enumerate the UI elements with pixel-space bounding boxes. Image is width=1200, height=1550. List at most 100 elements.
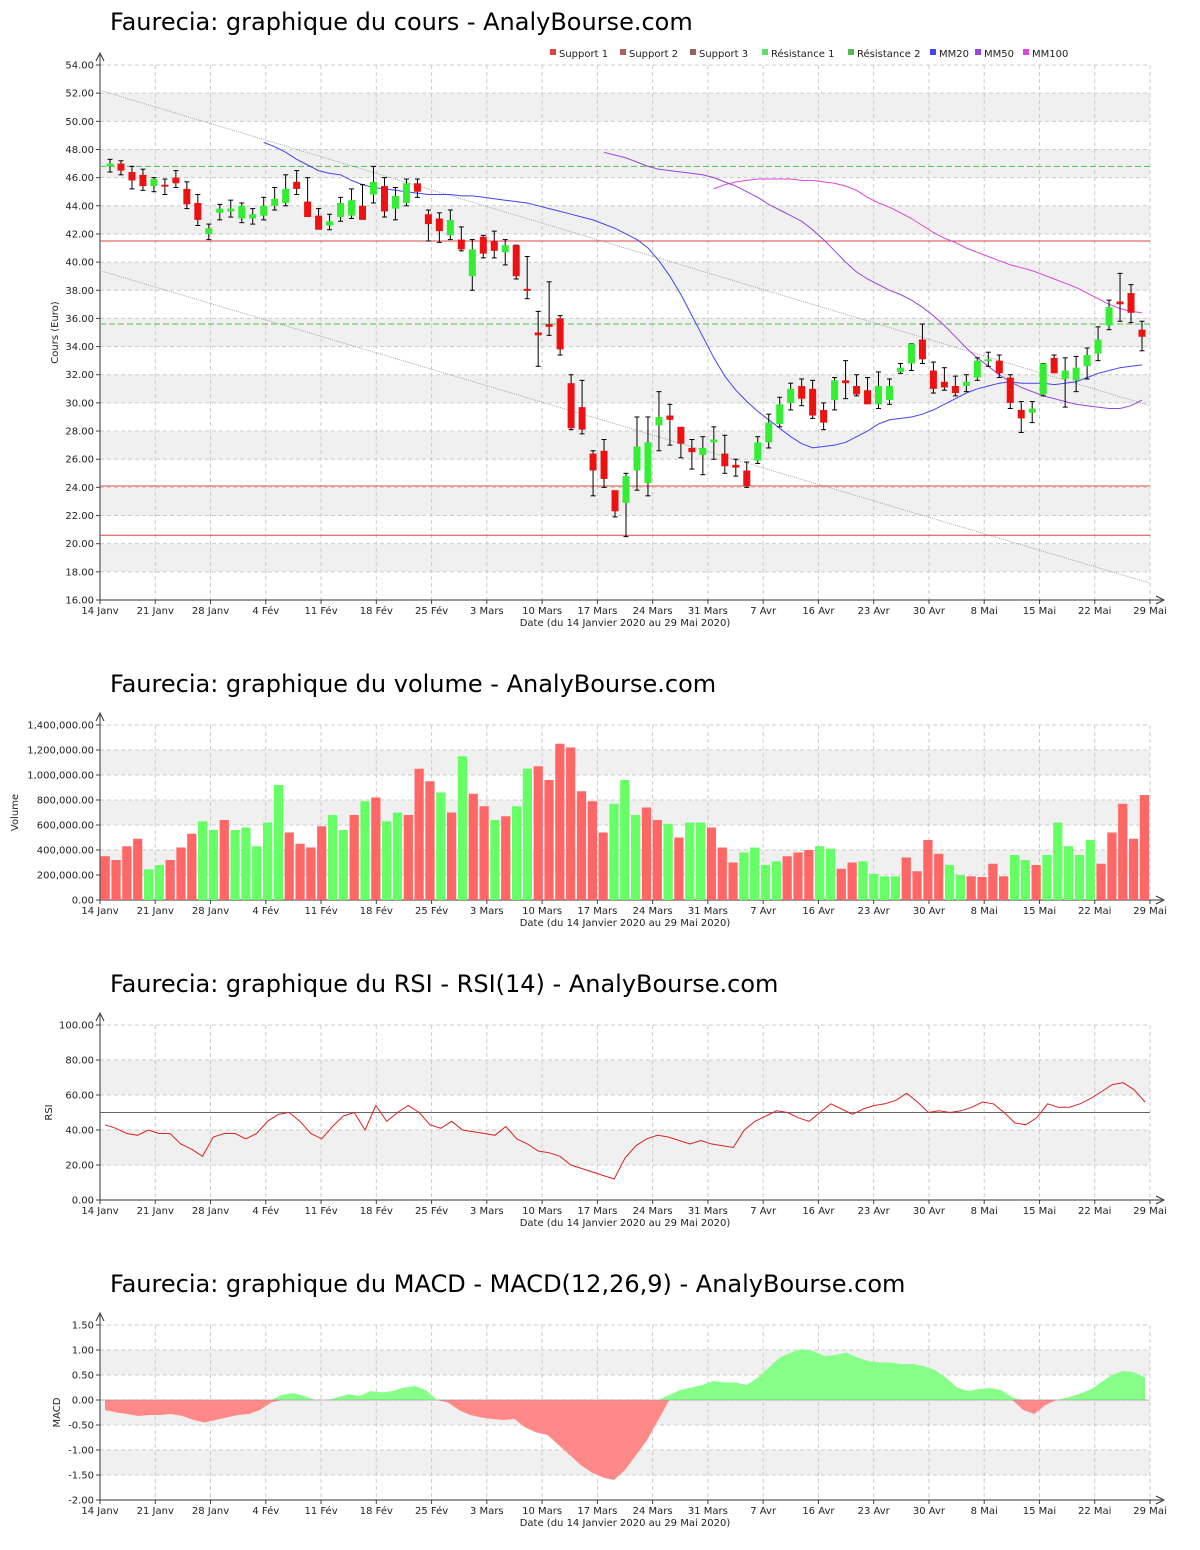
candle-body [369,181,377,195]
macd-negative-area [105,1400,1145,1480]
candle-body [413,183,421,192]
y-tick-label: 40.00 [65,258,94,269]
volume-bar [750,847,760,900]
x-tick-label: 21 Janv [137,906,174,917]
volume-bar [382,821,392,900]
candle-body [1094,339,1102,354]
volume-bar [977,876,987,900]
x-tick-label: 30 Avr [913,606,946,617]
candle-body [1061,370,1069,379]
candle-body [238,205,246,219]
volume-bar [327,815,338,900]
x-axis-arrow [1155,595,1166,605]
x-tick-label: 15 Mai [1023,606,1056,617]
volume-bar [869,873,879,900]
x-tick-label: 28 Janv [192,906,229,917]
volume-bar [490,820,500,900]
x-tick-label: 3 Mars [470,1506,504,1517]
x-tick-label: 7 Avr [750,1206,777,1217]
volume-bar [576,791,587,900]
y-tick-label: 600,000.00 [37,821,94,832]
legend-entry: MM20 [939,49,969,60]
x-tick-label: 29 Mai [1133,1506,1166,1517]
candle-body [348,200,356,216]
candle-body [315,215,323,230]
volume-bar [317,826,327,900]
legend-entry: Résistance 2 [857,48,920,60]
x-tick-label: 4 Fév [252,905,279,917]
volume-bar [338,830,348,900]
x-tick-label: 23 Avr [858,906,891,917]
candle-body [249,214,257,219]
x-tick-label: 24 Mars [633,906,673,917]
volume-bar [641,807,652,900]
candle-body [655,416,663,426]
volume-bar [360,801,370,900]
x-tick-label: 21 Janv [137,606,174,617]
y-tick-label: 48.00 [65,145,94,156]
x-axis-label: Date (du 14 Janvier 2020 au 29 Mai 2020) [520,1518,731,1529]
volume-bar [403,815,413,900]
y-tick-label: 32.00 [65,370,94,381]
x-axis-arrow [1155,895,1166,905]
y-tick-label: 18.00 [65,567,94,578]
volume-bar [533,766,543,900]
y-axis-label: Cours (Euro) [50,301,61,364]
volume-bar [100,856,110,900]
volume-bar [154,865,164,900]
x-tick-label: 11 Fév [304,1505,337,1517]
volume-bar [566,747,576,900]
volume-bar [717,847,727,900]
rsi-chart: 0.00 20.00 40.00 60.00 80.00 100.00 14 Janv 21 … [44,1011,1167,1229]
volume-bar [999,876,1009,900]
volume-bar [1053,822,1063,900]
volume-bar [1139,795,1149,900]
y-tick-label: 28.00 [65,427,94,438]
x-tick-label: 14 Janv [81,1506,118,1517]
volume-bar [252,846,262,900]
x-tick-label: 11 Fév [304,1205,337,1217]
volume-bar [923,840,933,900]
x-tick-label: 17 Mars [577,606,617,617]
candle-body [1072,367,1080,381]
x-tick-label: 30 Avr [913,1506,946,1517]
volume-bar [165,860,175,900]
candle-body [984,359,992,362]
volume-bar [706,827,717,900]
x-axis-label: Date (du 14 Janvier 2020 au 29 Mai 2020) [520,618,731,629]
x-tick-label: 21 Janv [137,1506,174,1517]
candle-body [754,442,762,461]
x-tick-label: 8 Mai [971,1506,998,1517]
volume-bar [306,847,316,900]
y-tick-label: 34.00 [65,342,94,353]
volume-bar [620,780,630,900]
volume-bar [468,793,478,900]
channel-upper [99,89,1151,407]
x-tick-label: 22 Mai [1078,906,1111,917]
candle-body [128,172,136,181]
volume-bar [511,806,522,900]
x-axis-arrow [1155,1495,1166,1505]
y-tick-label: 24.00 [65,483,94,494]
grid-band [100,1130,1150,1165]
candle-body [820,409,828,423]
volume-bar [879,876,890,900]
x-tick-label: 29 Mai [1133,606,1166,617]
x-tick-label: 15 Mai [1023,906,1056,917]
candle-body [721,453,729,467]
candle-body [732,464,740,468]
candle-body [271,198,279,206]
candle-body [567,383,575,429]
candle-body [589,453,597,471]
price-chart: 16.00 18.00 20.00 22.00 24.00 26.00 28.00 30.00… [50,48,1167,629]
volume-bar [793,852,803,900]
candle-body [951,386,959,394]
legend-swatch [620,49,626,55]
x-tick-label: 10 Mars [522,906,562,917]
x-tick-label: 14 Janv [81,906,118,917]
grid-band [100,750,1150,775]
grid-band [100,431,1150,460]
candle-body [1105,307,1113,326]
candle-body [1050,357,1058,374]
x-tick-label: 10 Mars [522,606,562,617]
